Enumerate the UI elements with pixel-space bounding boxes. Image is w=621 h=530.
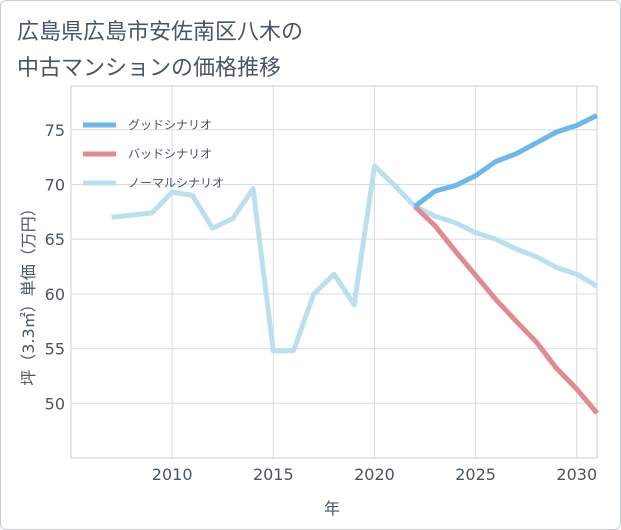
series-line-2 — [111, 163, 599, 354]
title-line-1: 広島県広島市安佐南区八木の — [17, 20, 304, 45]
y-tick-label: 60 — [45, 285, 65, 304]
x-tick-label: 2015 — [253, 465, 294, 484]
legend-label: バッドシナリオ — [128, 147, 212, 161]
series-lines — [111, 113, 599, 415]
y-tick-label: 65 — [45, 230, 65, 249]
axis-ticks: 2010 2015 2020 2025 2030 50 55 60 65 70 75 — [45, 121, 597, 484]
legend-label: ノーマルシナリオ — [128, 176, 224, 190]
chart-title: 広島県広島市安佐南区八木の 中古マンションの価格推移 — [17, 15, 303, 87]
y-tick-label: 55 — [45, 340, 65, 359]
x-tick-label: 2020 — [354, 465, 395, 484]
series-line-1 — [413, 204, 599, 415]
plot-area-border — [70, 85, 598, 459]
title-line-2: 中古マンションの価格推移 — [17, 56, 282, 81]
legend-label: グッドシナリオ — [128, 118, 212, 132]
x-tick-label: 2030 — [556, 465, 597, 484]
y-axis-label: 坪（3.3㎡）単価（万円） — [19, 200, 38, 385]
y-tick-label: 75 — [45, 121, 65, 140]
y-tick-label: 50 — [45, 394, 65, 413]
series-line-0 — [413, 113, 599, 209]
x-axis-label: 年 — [324, 499, 340, 518]
x-tick-label: 2025 — [455, 465, 496, 484]
x-tick-label: 2010 — [152, 465, 193, 484]
y-tick-label: 70 — [45, 175, 65, 194]
